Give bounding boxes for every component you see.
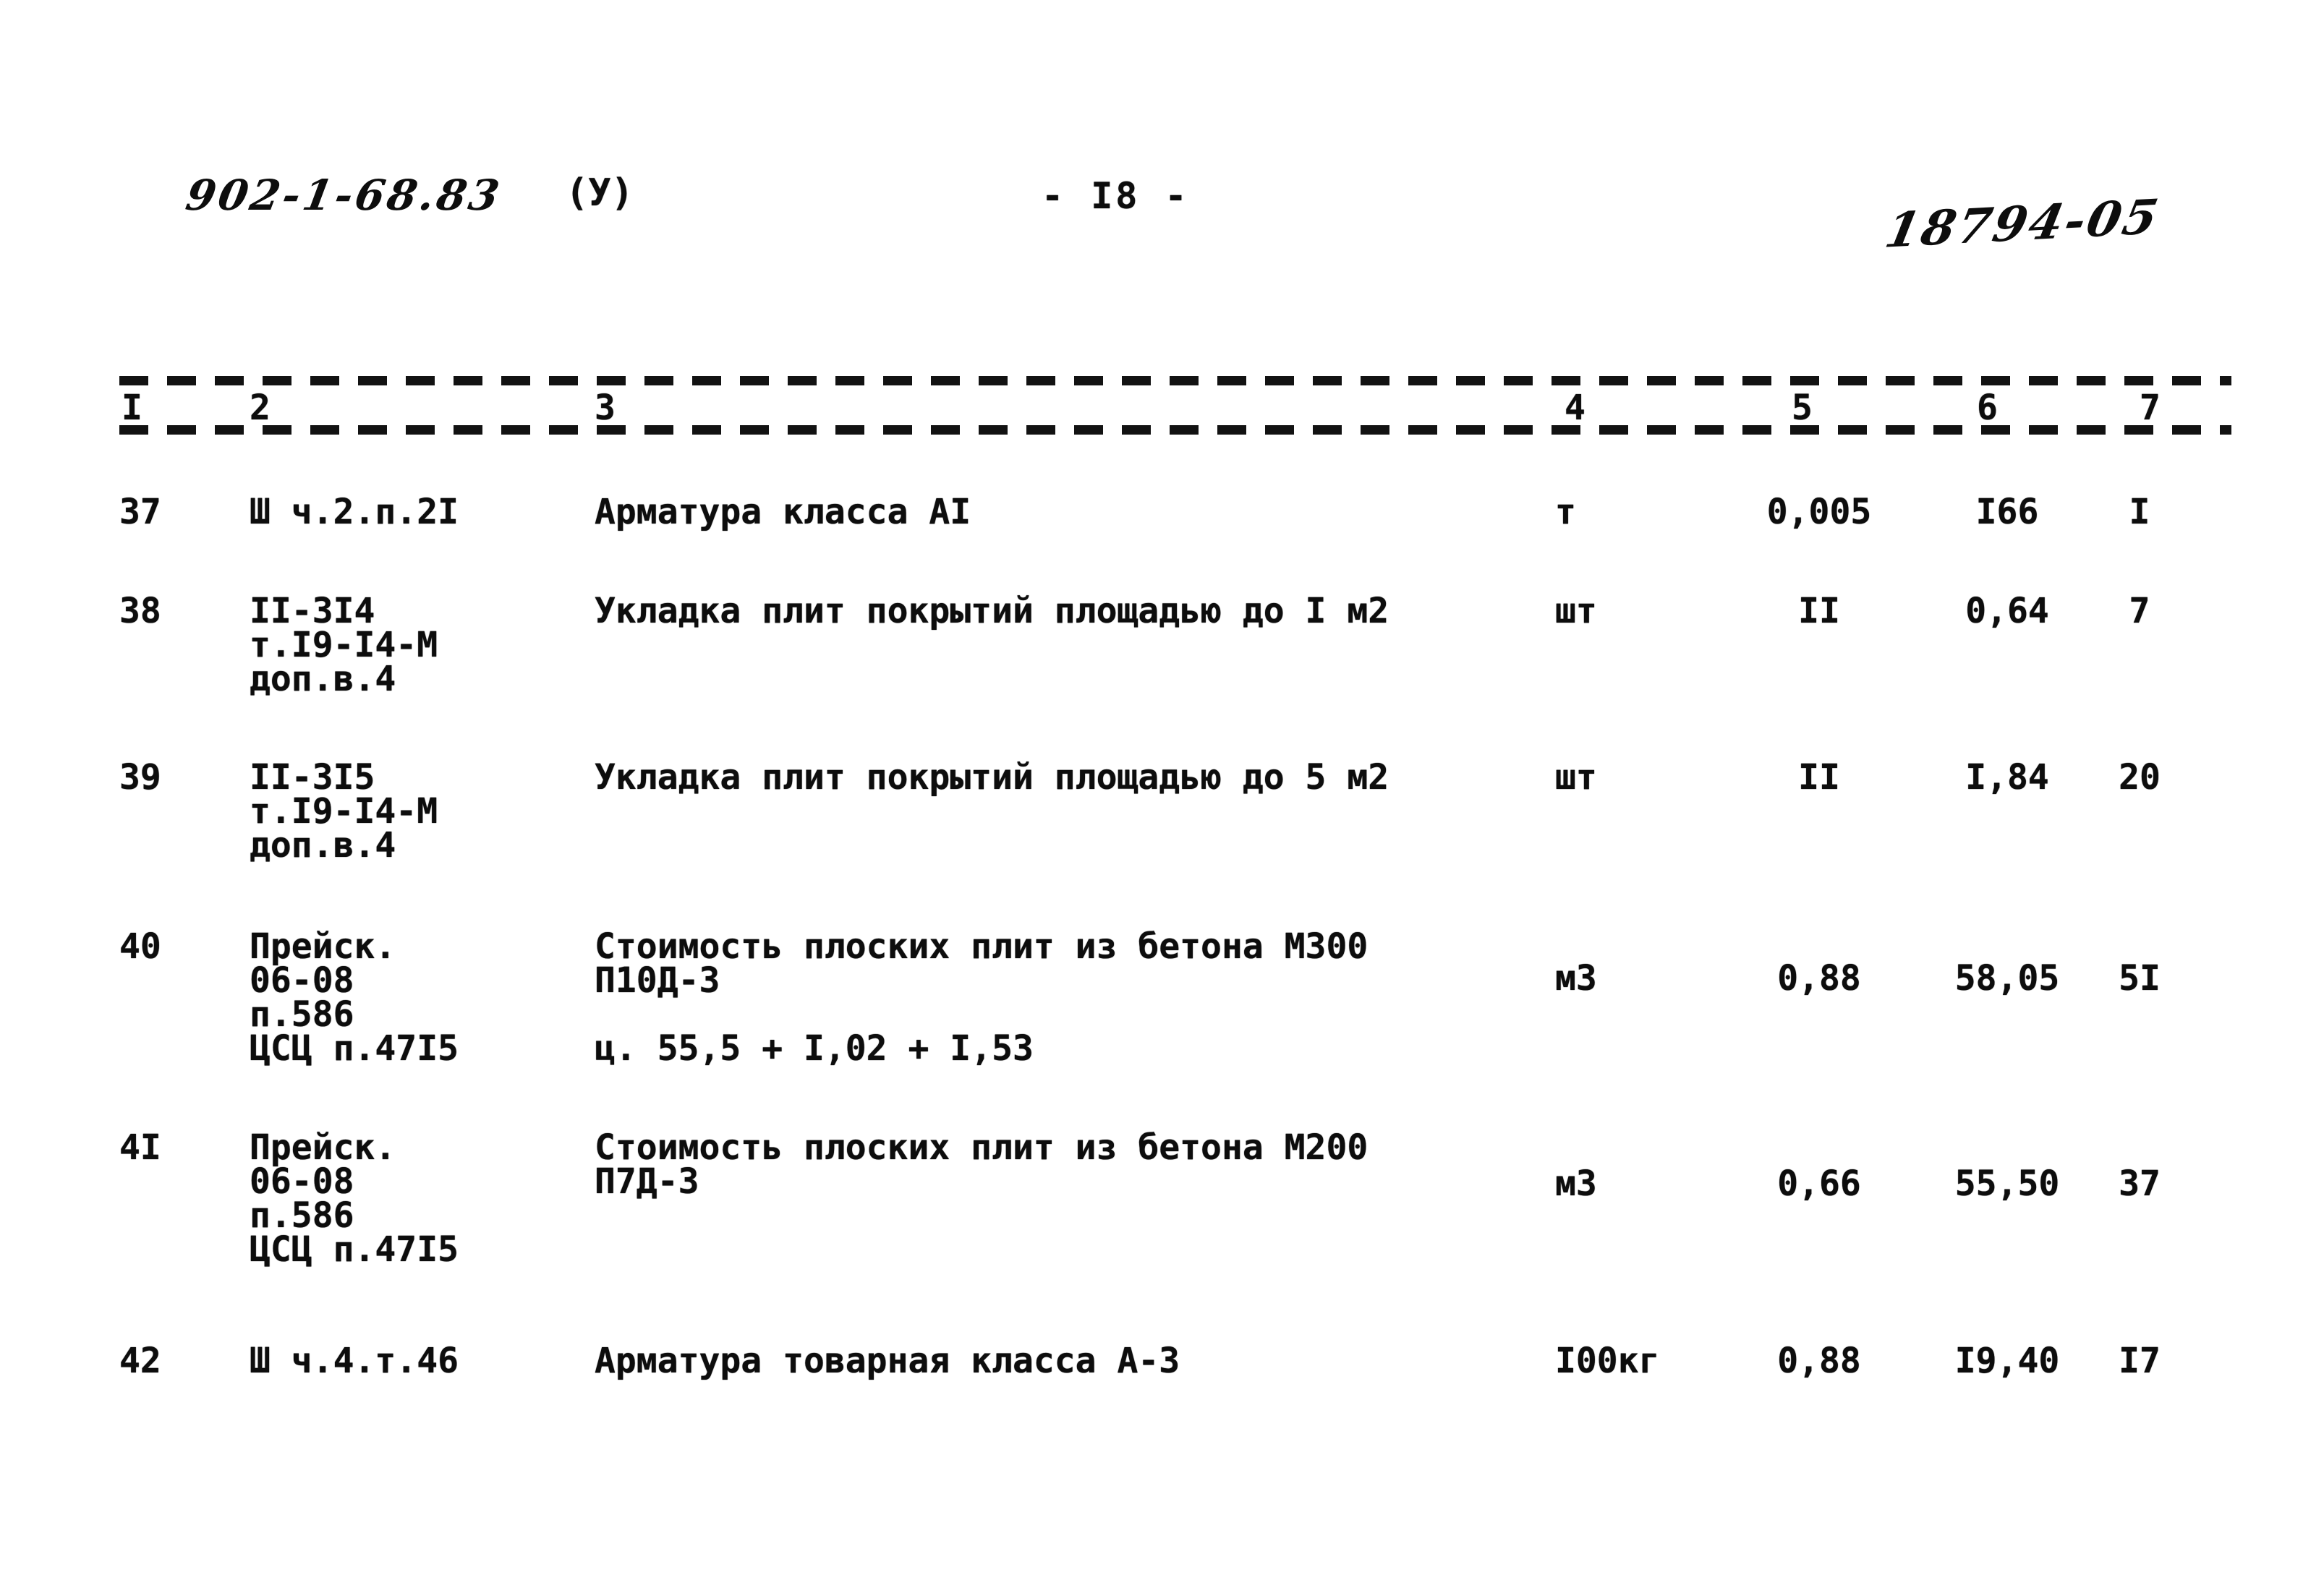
row-unit-cell: м3 [1555, 1163, 1597, 1204]
row-quantity-cell: 0,88 [1777, 1341, 1861, 1381]
row-code-cell: II-3I5 т.I9-I4-М доп.в.4 [250, 757, 438, 866]
handwritten-stamp: 18794-05 [1881, 188, 2165, 259]
column-number-4: 4 [1565, 388, 1585, 428]
row-code-cell: Ш ч.2.п.2I [250, 492, 459, 532]
row-quantity-cell: II [1798, 757, 1840, 798]
row-code-cell: Прейск. 06-08 п.586 ЦСЦ п.47I5 [250, 1127, 459, 1270]
row-price-cell: I66 [1975, 492, 2039, 532]
column-number-7: 7 [2140, 388, 2161, 428]
row-description-cell: Арматура класса АI [595, 492, 971, 532]
row-price-cell: 0,64 [1965, 591, 2049, 631]
column-number-5: 5 [1792, 388, 1813, 428]
document-number: 902-1-68.83 [182, 171, 506, 220]
row-total-cell: 7 [2129, 591, 2150, 631]
row-description-cell: Арматура товарная класса А-3 [595, 1341, 1180, 1381]
row-description-cell: Укладка плит покрытий площадью до I м2 [595, 591, 1389, 631]
row-number-cell: 42 [119, 1341, 161, 1381]
row-code-cell: II-3I4 т.I9-I4-М доп.в.4 [250, 591, 438, 699]
column-number-2: 2 [250, 388, 271, 428]
column-number-1: I [122, 388, 142, 428]
row-number-cell: 4I [119, 1127, 161, 1168]
row-price-cell: I,84 [1965, 757, 2049, 798]
row-unit-cell: т [1555, 492, 1576, 532]
column-number-6: 6 [1977, 388, 1998, 428]
row-total-cell: I7 [2119, 1341, 2161, 1381]
row-total-cell: 20 [2119, 757, 2161, 798]
column-number-3: 3 [595, 388, 616, 428]
row-price-cell: 58,05 [1954, 958, 2060, 999]
row-number-cell: 38 [119, 591, 161, 631]
row-quantity-cell: 0,66 [1777, 1163, 1861, 1204]
row-unit-cell: шт [1555, 757, 1597, 798]
row-total-cell: 37 [2119, 1163, 2161, 1204]
page-number: - I8 - [1042, 175, 1190, 217]
row-price-cell: I9,40 [1954, 1341, 2060, 1381]
row-total-cell: I [2129, 492, 2150, 532]
row-total-cell: 5I [2119, 958, 2161, 999]
row-description-cell: Стоимость плоских плит из бетона М300 П10… [595, 926, 1369, 1069]
row-code-cell: Прейск. 06-08 п.586 ЦСЦ п.47I5 [250, 926, 459, 1069]
table-top-dashed-border [119, 376, 2231, 385]
row-quantity-cell: 0,005 [1766, 492, 1872, 532]
row-description-cell: Стоимость плоских плит из бетона М200 П7Д… [595, 1127, 1369, 1202]
document-suffix: (У) [566, 171, 634, 215]
row-unit-cell: м3 [1555, 958, 1597, 999]
row-quantity-cell: 0,88 [1777, 958, 1861, 999]
row-number-cell: 37 [119, 492, 161, 532]
row-price-cell: 55,50 [1954, 1163, 2060, 1204]
row-unit-cell: I00кг [1555, 1341, 1660, 1381]
row-unit-cell: шт [1555, 591, 1597, 631]
row-description-cell: Укладка плит покрытий площадью до 5 м2 [595, 757, 1389, 798]
table-header-dashed-border [119, 425, 2231, 435]
row-code-cell: Ш ч.4.т.46 [250, 1341, 459, 1381]
row-number-cell: 40 [119, 926, 161, 967]
row-number-cell: 39 [119, 757, 161, 798]
row-quantity-cell: II [1798, 591, 1840, 631]
